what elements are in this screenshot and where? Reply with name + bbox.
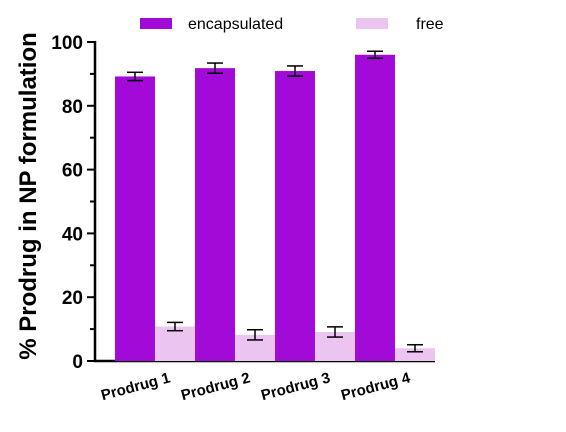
bars bbox=[115, 50, 435, 362]
bar-encapsulated bbox=[275, 71, 315, 362]
x-tick-label: Prodrug 2 bbox=[179, 369, 252, 404]
y-tick-label: 60 bbox=[62, 161, 83, 182]
legend: encapsulated free bbox=[140, 16, 444, 33]
y-tick-label: 80 bbox=[62, 97, 83, 118]
bar-encapsulated bbox=[195, 68, 235, 362]
category-labels: Prodrug 1 Prodrug 2 Prodrug 3 Prodrug 4 bbox=[99, 369, 412, 404]
legend-label-encapsulated: encapsulated bbox=[188, 16, 283, 33]
bar-encapsulated bbox=[115, 76, 155, 362]
legend-label-free: free bbox=[416, 16, 444, 33]
y-tick-label: 40 bbox=[62, 224, 83, 245]
y-axis-title: % Prodrug in NP formulation bbox=[15, 32, 42, 360]
legend-swatch-free bbox=[356, 18, 388, 29]
y-tick-label: 0 bbox=[72, 352, 83, 373]
bar-free bbox=[395, 348, 435, 361]
x-tick-label: Prodrug 3 bbox=[259, 369, 332, 404]
y-tick-label: 100 bbox=[51, 33, 83, 54]
bar-encapsulated bbox=[355, 54, 395, 361]
legend-swatch-encapsulated bbox=[140, 18, 172, 29]
x-tick-label: Prodrug 4 bbox=[339, 369, 412, 404]
bar-free bbox=[155, 326, 195, 361]
y-tick-label: 20 bbox=[62, 288, 83, 309]
x-tick-label: Prodrug 1 bbox=[99, 369, 172, 404]
y-axis: 0 20 40 60 80 100 bbox=[51, 33, 97, 373]
